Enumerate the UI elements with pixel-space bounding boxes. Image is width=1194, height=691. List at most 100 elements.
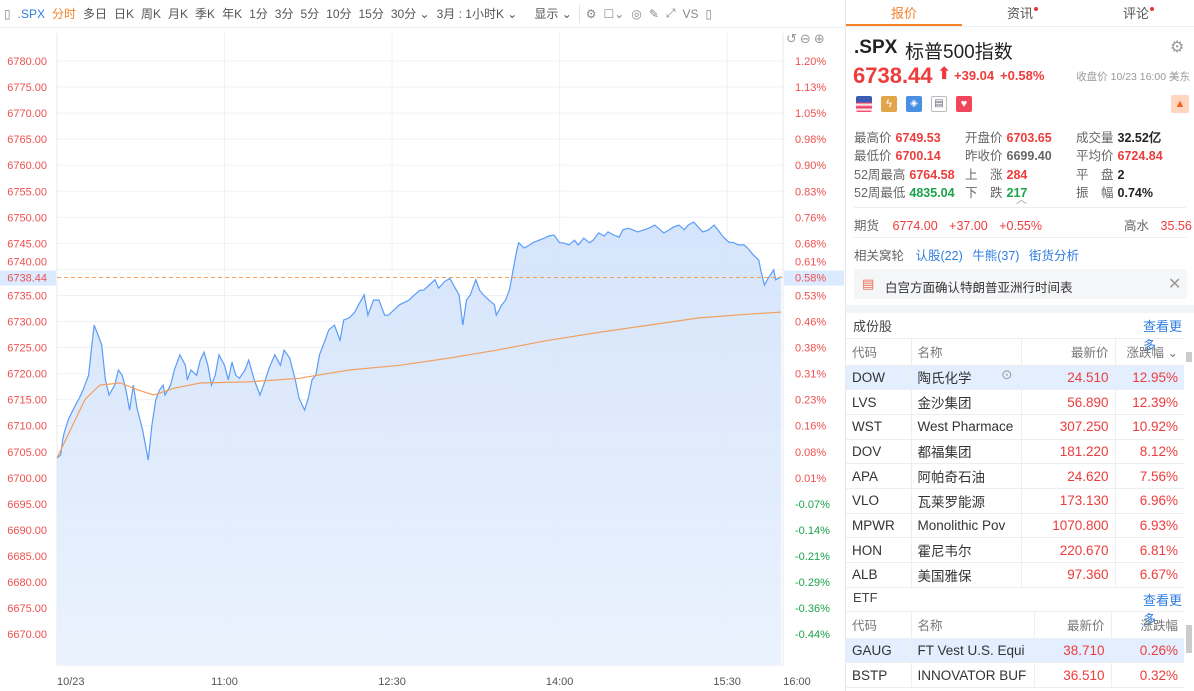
- collapse-caret-icon[interactable]: ︿: [1016, 194, 1027, 206]
- table-row[interactable]: MPWR Monolithic Pov 1070.800 6.93%: [846, 513, 1184, 539]
- period-tab-6[interactable]: 年K: [222, 7, 243, 21]
- reset-icon[interactable]: ↺: [786, 31, 800, 46]
- pct-tick-label: 0.61%: [795, 257, 826, 269]
- panel-toggle-icon[interactable]: ▯: [705, 6, 713, 21]
- table-row[interactable]: WST West Pharmace 307.250 10.92%: [846, 414, 1184, 440]
- y-tick-label: 6775.00: [7, 82, 47, 94]
- warrants-call-link[interactable]: 认股(22): [915, 249, 963, 263]
- change-pct-cell: 6.81%: [1114, 537, 1184, 563]
- favorite-heart-icon[interactable]: ♥: [956, 96, 972, 112]
- column-header[interactable]: 涨跌幅 ⌄: [1114, 339, 1184, 366]
- pct-tick-label: 0.16%: [795, 421, 826, 433]
- intraday-chart[interactable]: 6780.00 1.20% 6775.00 1.13% 6770.00 1.05% 6765…: [0, 28, 845, 691]
- period-tab-11[interactable]: 15分: [358, 7, 384, 21]
- period-tab-8[interactable]: 3分: [274, 7, 294, 21]
- premium-value: 35.56: [1160, 219, 1192, 233]
- pct-tick-label: -0.14%: [795, 525, 830, 537]
- period-tab-13[interactable]: 3月 : 1小时K ⌄: [436, 7, 518, 21]
- table-row[interactable]: DOV 都福集团 181.220 8.12%: [846, 439, 1184, 465]
- name-cell: 阿帕奇石油: [910, 463, 1021, 489]
- table-row[interactable]: GAUG FT Vest U.S. Equi 38.710 0.26%: [846, 638, 1184, 664]
- warrants-cbbc-link[interactable]: 牛熊(37): [972, 249, 1020, 263]
- table-row[interactable]: BSTP INNOVATOR BUF 36.510 0.32%: [846, 662, 1184, 688]
- period-tab-2[interactable]: 日K: [114, 7, 135, 21]
- table-row[interactable]: HON 霍尼韦尔 220.670 6.81%: [846, 537, 1184, 563]
- chart-panel: ▯ .SPX 分时 多日 日K 周K 月K 季K 年K 1分 3分 5分 10分 15分 30分 ⌄ 3月…: [0, 4, 845, 691]
- settings-icon[interactable]: ⚙: [585, 6, 597, 21]
- table-row[interactable]: DOW 陶氏化学 ⊙ 24.510 12.95%: [846, 365, 1184, 391]
- camera-icon[interactable]: ◎: [631, 6, 642, 21]
- column-header[interactable]: 最新价: [1020, 339, 1115, 366]
- stat-label: 平 盘: [1076, 168, 1114, 182]
- warrants-analysis-link[interactable]: 街货分析: [1028, 249, 1079, 263]
- fullscreen-icon[interactable]: ⤢: [665, 6, 676, 20]
- average-line: [56, 311, 782, 459]
- column-header[interactable]: 代码: [846, 339, 911, 366]
- sidebar-toggle-icon[interactable]: ▯: [4, 6, 11, 21]
- layout-icon[interactable]: ☐⌄: [603, 6, 625, 21]
- period-tab-12[interactable]: 30分 ⌄: [390, 7, 430, 21]
- period-tab-3[interactable]: 周K: [141, 7, 162, 21]
- period-tab-4[interactable]: 月K: [168, 7, 189, 21]
- change-pct-cell: 10.92%: [1114, 414, 1184, 440]
- tab-quote[interactable]: 报价: [846, 0, 962, 26]
- y-tick-label: 6680.00: [7, 577, 47, 589]
- panel-tabs: 报价 资讯 评论: [846, 0, 1194, 27]
- period-tab-10[interactable]: 10分: [326, 7, 352, 21]
- period-tab-0[interactable]: 分时: [51, 7, 76, 21]
- watch-icon[interactable]: ⊙: [1001, 367, 1013, 383]
- code-cell: ALB: [846, 562, 911, 588]
- name-text: 陶氏化学: [917, 371, 972, 387]
- news-headline[interactable]: 白宫方面确认特朗普亚洲行时间表: [885, 281, 1073, 295]
- table-header: 代码 名称 最新价 涨跌幅: [846, 612, 1184, 639]
- code-cell: VLO: [846, 488, 911, 514]
- zoom-in-icon[interactable]: ⊕: [813, 31, 828, 46]
- divider: [854, 207, 1186, 208]
- news-banner[interactable]: ▤ 白宫方面确认特朗普亚洲行时间表 ✕: [854, 269, 1187, 299]
- flash-icon[interactable]: ϟ: [881, 96, 897, 112]
- tab-comments[interactable]: 评论: [1078, 0, 1194, 26]
- table-row[interactable]: ALB 美国雅保 97.360 6.67%: [846, 562, 1184, 588]
- name-text: 美国雅保: [917, 568, 972, 584]
- code-cell: DOW: [846, 365, 911, 391]
- scrollbar[interactable]: [1186, 352, 1192, 362]
- symbol-label[interactable]: .SPX: [17, 6, 45, 21]
- stat-item: 平均价 6724.84: [1076, 145, 1163, 164]
- y-tick-label: 6705.00: [7, 447, 47, 459]
- price-cell: 173.130: [1020, 488, 1115, 514]
- price-cell: 1070.800: [1020, 513, 1115, 539]
- table-row[interactable]: LVS 金沙集团 56.890 12.39%: [846, 389, 1184, 415]
- compare-vs-button[interactable]: VS: [682, 6, 699, 21]
- period-tab-7[interactable]: 1分: [249, 7, 268, 21]
- stat-label: 52周最低: [854, 186, 906, 200]
- price-cell: 24.620: [1020, 463, 1115, 489]
- close-icon[interactable]: ✕: [1168, 276, 1182, 293]
- current-price-label: 6738.44: [7, 273, 47, 285]
- column-header[interactable]: 名称: [910, 339, 1021, 366]
- pct-tick-label: 0.76%: [795, 212, 826, 224]
- column-header[interactable]: 涨跌幅: [1110, 612, 1184, 639]
- period-tab-5[interactable]: 季K: [195, 7, 216, 21]
- tab-news[interactable]: 资讯: [962, 0, 1078, 26]
- settings-icon[interactable]: ⚙: [1170, 39, 1185, 56]
- column-header[interactable]: 最新价: [1033, 612, 1111, 639]
- y-tick-label: 6715.00: [7, 395, 47, 407]
- draw-pencil-icon[interactable]: ✎: [648, 6, 659, 21]
- pct-tick-label: 1.20%: [795, 56, 826, 68]
- zoom-out-icon[interactable]: ⊖: [799, 31, 814, 46]
- display-dropdown[interactable]: 显示 ⌄: [534, 7, 572, 21]
- alert-bell-icon[interactable]: ▲: [1171, 95, 1189, 113]
- scrollbar[interactable]: [1186, 625, 1192, 653]
- column-header[interactable]: 代码: [846, 612, 911, 639]
- pct-tick-label: 0.46%: [795, 317, 826, 329]
- period-tab-1[interactable]: 多日: [82, 7, 107, 21]
- column-header[interactable]: 名称: [910, 612, 1034, 639]
- tag-icon[interactable]: ◈: [906, 96, 922, 112]
- table-row[interactable]: APA 阿帕奇石油 24.620 7.56%: [846, 463, 1184, 489]
- stat-item: 52周最低 4835.04: [854, 182, 955, 201]
- period-tab-9[interactable]: 5分: [300, 7, 320, 21]
- constituents-table: 代码 名称 最新价 涨跌幅 ⌄ DOW 陶氏化学 ⊙ 24.510 12.95% LVS 金沙集团 5…: [846, 338, 1184, 588]
- note-icon[interactable]: ▤: [931, 96, 947, 112]
- table-row[interactable]: VLO 瓦莱罗能源 173.130 6.96%: [846, 488, 1184, 514]
- pct-tick-label: 0.01%: [795, 473, 826, 485]
